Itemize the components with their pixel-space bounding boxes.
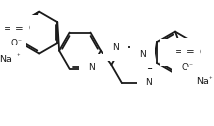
Text: O: O xyxy=(22,24,29,33)
Text: O: O xyxy=(0,24,5,33)
Text: =: = xyxy=(174,48,183,58)
Text: ⁺: ⁺ xyxy=(208,77,212,83)
Text: Na: Na xyxy=(0,55,12,64)
Text: =: = xyxy=(3,24,12,34)
Text: O: O xyxy=(181,63,188,72)
Text: O: O xyxy=(169,48,176,57)
Text: ⁻: ⁻ xyxy=(188,61,192,70)
Text: O: O xyxy=(10,39,17,49)
Text: S: S xyxy=(181,48,188,58)
Text: =: = xyxy=(15,24,24,34)
Text: N: N xyxy=(88,63,95,72)
Text: N: N xyxy=(146,78,152,87)
Text: S: S xyxy=(10,24,16,34)
Text: N: N xyxy=(112,43,119,52)
Text: ⁺: ⁺ xyxy=(16,54,20,60)
Text: O: O xyxy=(193,48,200,57)
Text: ⁻: ⁻ xyxy=(17,38,21,47)
Text: N: N xyxy=(139,50,146,59)
Text: Na: Na xyxy=(196,77,209,86)
Text: =: = xyxy=(186,48,195,58)
